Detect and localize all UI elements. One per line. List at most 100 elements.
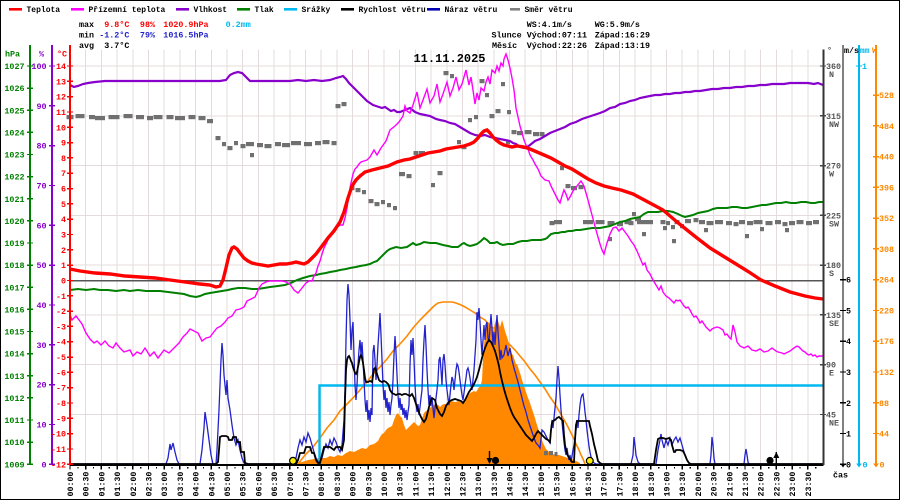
svg-text:14:00: 14:00 [507,472,516,497]
svg-text:1: 1 [846,430,851,440]
svg-text:9.8°C: 9.8°C [104,20,129,30]
svg-text:1011: 1011 [4,416,24,426]
svg-text:Slunce: Slunce [492,31,522,41]
svg-text:m/s: m/s [844,46,859,56]
svg-text:40: 40 [36,301,46,311]
svg-text:Teplota: Teplota [27,6,61,15]
svg-text:100: 100 [31,62,46,72]
svg-text:308: 308 [879,245,894,255]
svg-text:8: 8 [61,154,66,164]
svg-text:1023: 1023 [4,151,24,161]
svg-text:06:30: 06:30 [271,472,280,497]
svg-text:1012: 1012 [4,394,24,404]
svg-text:6: 6 [846,276,851,286]
svg-text:315: 315 [826,112,841,122]
svg-text:min: min [79,31,94,41]
svg-text:12: 12 [56,93,66,103]
svg-text:1009: 1009 [4,460,24,470]
svg-text:3: 3 [61,231,66,241]
svg-text:NE: NE [829,419,839,429]
svg-text:-5: -5 [56,353,66,363]
svg-text:NW: NW [829,120,840,130]
svg-text:396: 396 [879,183,894,193]
svg-text:23:30: 23:30 [805,472,814,497]
svg-text:22:00: 22:00 [758,472,767,497]
svg-text:3.7°C: 3.7°C [104,41,129,51]
svg-text:1026: 1026 [4,84,24,94]
svg-text:SE: SE [829,319,839,329]
svg-text:1024: 1024 [4,128,24,138]
svg-text:01:00: 01:00 [98,472,107,497]
svg-text:270: 270 [826,162,841,172]
svg-text:-12: -12 [51,460,66,470]
svg-text:352: 352 [879,214,894,224]
svg-text:S: S [829,269,834,279]
svg-text:SW: SW [829,219,840,229]
svg-text:176: 176 [879,337,894,347]
svg-text:04:00: 04:00 [193,472,202,497]
svg-text:14: 14 [56,62,66,72]
svg-text:21:00: 21:00 [726,472,735,497]
svg-text:12:00: 12:00 [444,472,453,497]
svg-text:-7: -7 [56,384,66,394]
svg-text:08:30: 08:30 [334,472,343,497]
svg-text:Východ:22:26: Východ:22:26 [527,41,587,51]
svg-text:Přízemní teplota: Přízemní teplota [89,6,166,15]
svg-text:1015: 1015 [4,328,24,338]
svg-text:11:30: 11:30 [428,472,437,497]
svg-text:18:00: 18:00 [632,472,641,497]
svg-text:%: % [39,50,45,60]
svg-text:135: 135 [826,311,841,321]
svg-text:0: 0 [880,460,885,470]
svg-text:17:30: 17:30 [616,472,625,497]
svg-text:WG:5.9m/s: WG:5.9m/s [595,20,640,30]
svg-text:440: 440 [879,153,894,163]
svg-text:264: 264 [879,276,894,286]
svg-text:9: 9 [61,139,66,149]
svg-text:čas: čas [833,471,848,481]
svg-text:Vlhkost: Vlhkost [194,6,228,15]
svg-text:11.11.2025: 11.11.2025 [413,52,485,66]
svg-text:60: 60 [36,221,46,231]
svg-text:5: 5 [846,307,851,317]
svg-text:W: W [829,170,835,180]
svg-text:1019: 1019 [4,239,24,249]
svg-text:W: W [872,46,878,56]
svg-text:-6: -6 [56,368,66,378]
svg-text:1027: 1027 [4,62,24,72]
svg-text:05:00: 05:00 [224,472,233,497]
svg-text:09:00: 09:00 [350,472,359,497]
svg-text:0: 0 [61,277,66,287]
svg-text:Náraz větru: Náraz větru [445,6,498,15]
svg-text:07:30: 07:30 [303,472,312,497]
svg-text:1022: 1022 [4,173,24,183]
svg-text:0: 0 [41,460,46,470]
svg-text:90: 90 [36,102,46,112]
svg-text:1017: 1017 [4,283,24,293]
svg-text:20:00: 20:00 [695,472,704,497]
svg-text:3: 3 [846,368,851,378]
svg-text:45: 45 [826,411,836,421]
svg-text:1013: 1013 [4,372,24,382]
svg-text:10: 10 [36,421,46,431]
svg-text:Tlak: Tlak [255,6,274,15]
svg-text:1016: 1016 [4,305,24,315]
svg-text:07:00: 07:00 [287,472,296,497]
svg-text:10: 10 [56,123,66,133]
svg-text:Srážky: Srážky [302,6,331,15]
svg-text:18:30: 18:30 [648,472,657,497]
svg-text:06:00: 06:00 [255,472,264,497]
svg-text:360: 360 [826,62,841,72]
svg-text:-11: -11 [51,445,66,455]
svg-text:00:30: 00:30 [83,472,92,497]
svg-text:E: E [829,369,834,379]
svg-text:7: 7 [61,169,66,179]
svg-text:09:30: 09:30 [365,472,374,497]
svg-text:-1.2°C: -1.2°C [99,31,129,41]
svg-text:10:00: 10:00 [381,472,390,497]
svg-text:4: 4 [61,215,66,225]
svg-text:-2: -2 [56,307,66,317]
svg-text:70: 70 [36,182,46,192]
svg-text:11: 11 [56,108,66,118]
svg-text:10:30: 10:30 [397,472,406,497]
